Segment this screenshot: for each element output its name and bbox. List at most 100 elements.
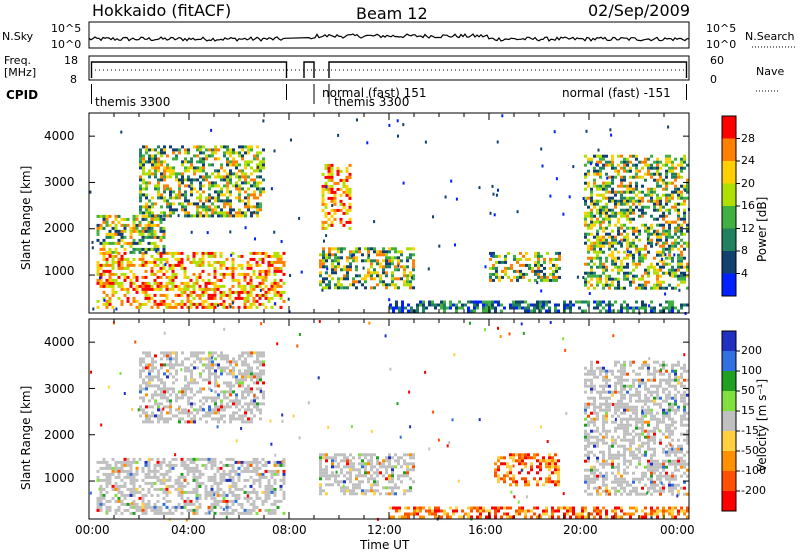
echo-cell <box>584 154 587 158</box>
echo-cell <box>168 490 172 494</box>
echo-cell <box>516 260 519 264</box>
echo-cell <box>524 456 527 460</box>
echo-cell <box>584 408 587 412</box>
echo-point <box>210 128 213 132</box>
echo-cell <box>385 468 388 472</box>
echo-cell <box>656 268 659 272</box>
echo-cell <box>175 378 178 382</box>
echo-cell <box>473 300 476 304</box>
echo-cell <box>611 190 614 194</box>
echo-cell <box>243 296 247 300</box>
echo-cell <box>596 193 599 197</box>
echo-cell <box>521 477 524 481</box>
echo-cell <box>229 360 232 364</box>
echo-cell <box>246 293 250 297</box>
echo-cell <box>584 214 587 218</box>
echo-cell <box>352 283 355 287</box>
echo-cell <box>153 293 157 297</box>
echo-cell <box>485 306 488 310</box>
echo-cell <box>223 154 226 158</box>
echo-cell <box>644 193 647 197</box>
echo-cell <box>157 160 160 164</box>
echo-cell <box>151 357 154 361</box>
echo-cell <box>111 272 115 276</box>
echo-cell <box>256 208 259 212</box>
echo-cell <box>144 284 148 288</box>
echo-cell <box>250 411 253 415</box>
echo-cell <box>156 284 160 288</box>
echo-cell <box>683 217 686 221</box>
echo-cell <box>99 284 103 288</box>
echo-cell <box>620 238 623 242</box>
echo-cell <box>593 477 596 481</box>
echo-cell <box>273 251 277 255</box>
freq-tick-low: 8 <box>70 73 77 86</box>
echo-cell <box>175 372 178 376</box>
echo-cell <box>210 487 214 491</box>
echo-cell <box>409 477 412 481</box>
echo-cell <box>174 272 178 276</box>
echo-cell <box>153 223 157 227</box>
echo-cell <box>240 460 244 464</box>
echo-cell <box>255 299 259 303</box>
echo-cell <box>145 366 148 370</box>
echo-cell <box>349 256 352 260</box>
echo-cell <box>641 277 644 281</box>
echo-cell <box>145 417 148 421</box>
echo-cell <box>584 262 587 266</box>
echo-cell <box>400 253 403 257</box>
echo-cell <box>345 178 349 182</box>
echo-cell <box>319 477 322 481</box>
echo-cell <box>259 363 262 367</box>
echo-cell <box>232 160 235 164</box>
echo-cell <box>635 193 638 197</box>
echo-cell <box>348 163 352 167</box>
echo-cell <box>641 199 644 203</box>
echo-cell <box>623 396 626 400</box>
echo-cell <box>144 223 148 227</box>
echo-cell <box>608 253 611 257</box>
echo-cell <box>120 254 124 258</box>
echo-cell <box>593 384 596 388</box>
echo-cell <box>238 399 241 403</box>
echo-cell <box>330 175 334 179</box>
echo-cell <box>120 217 124 221</box>
echo-cell <box>249 496 253 500</box>
echo-point <box>444 195 447 199</box>
echo-cell <box>443 303 446 307</box>
echo-cell <box>132 281 136 285</box>
echo-cell <box>536 453 539 457</box>
echo-cell <box>204 511 208 515</box>
echo-cell <box>153 241 157 245</box>
echo-cell <box>686 262 689 266</box>
echo-cell <box>593 169 596 173</box>
echo-cell <box>148 208 151 212</box>
echo-cell <box>602 306 605 310</box>
echo-cell <box>202 178 205 182</box>
echo-cell <box>220 372 223 376</box>
echo-cell <box>602 426 605 430</box>
echo-cell <box>270 284 274 288</box>
echo-cell <box>617 271 620 275</box>
echo-cell <box>557 468 560 472</box>
echo-cell <box>196 366 199 370</box>
echo-cell <box>160 417 163 421</box>
echo-cell <box>177 502 181 506</box>
echo-cell <box>96 469 100 473</box>
echo-cell <box>135 214 139 218</box>
echo-cell <box>596 172 599 176</box>
echo-point <box>331 204 334 207</box>
echo-cell <box>403 265 406 269</box>
echo-cell <box>677 256 680 260</box>
echo-cell <box>169 360 172 364</box>
echo-cell <box>683 166 686 170</box>
echo-cell <box>533 303 536 307</box>
echo-cell <box>219 263 223 267</box>
echo-cell <box>343 480 346 484</box>
echo-cell <box>138 305 142 309</box>
echo-cell <box>226 360 229 364</box>
echo-cell <box>225 493 229 497</box>
echo-cell <box>500 303 503 307</box>
echo-cell <box>247 160 250 164</box>
echo-cell <box>376 283 379 287</box>
